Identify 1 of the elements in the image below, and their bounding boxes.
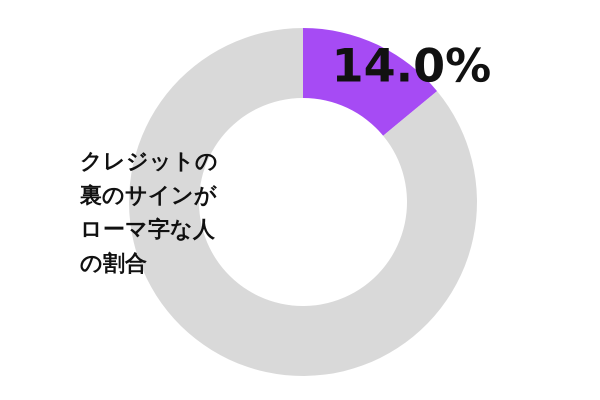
- text: クレジットの裏のサインがローマ字な人の割合: [79, 150, 218, 276]
